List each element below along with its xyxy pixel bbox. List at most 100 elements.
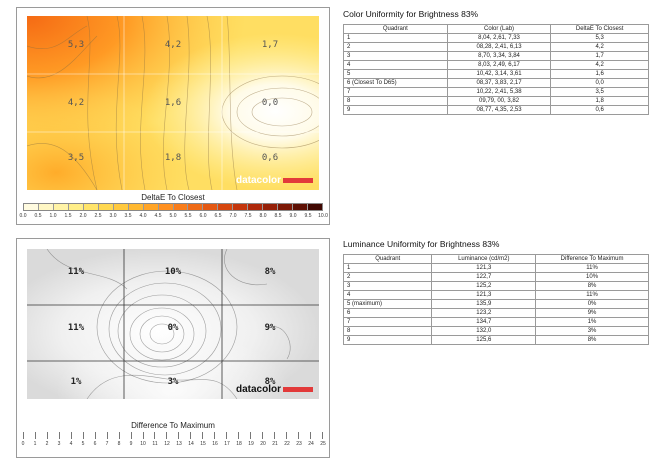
scale-tick-mark <box>166 432 168 439</box>
table-cell: 5 (maximum) <box>342 299 433 309</box>
scale-tick-mark <box>178 432 180 439</box>
table-cell: 8,03, 2,49, 6,17 <box>446 60 552 70</box>
logo-text: datacolor <box>235 175 281 186</box>
table-cell: 08,37, 3,83, 2,17 <box>446 78 552 88</box>
scale-tick-mark <box>190 432 192 439</box>
scale-tick-mark <box>274 432 276 439</box>
table-cell: 4 <box>342 290 433 300</box>
table-row: 9 08,77, 4,35, 2,53 0,6 <box>343 105 649 115</box>
scale-swatch <box>113 204 129 210</box>
scale-swatch <box>158 204 174 210</box>
color-uniformity-title: Color Uniformity for Brightness 83% <box>343 9 479 19</box>
scale-swatch <box>143 204 159 210</box>
datacolor-logo: datacolor <box>236 384 313 395</box>
col-difference: Difference To Maximum <box>535 254 649 264</box>
scale-swatch <box>173 204 189 210</box>
color-uniformity-panel: 5,3 4,2 1,7 4,2 1,6 0,0 3,5 1,8 0,6 data… <box>16 7 330 225</box>
scale-swatch <box>248 204 264 210</box>
scale-swatch <box>83 204 99 210</box>
difference-scale: 0 1 2 3 4 5 6 7 8 9 10 11 12 13 14 15 16 17 18 19 20 21 22 23 24… <box>21 432 326 447</box>
deltae-ticks: 0.0 0.5 1.0 1.5 2.0 2.5 3.0 3.5 4.0 4.5 5.0 5.5 6.0 6… <box>19 213 328 219</box>
scale-swatch <box>278 204 294 210</box>
lum-quadrant-6-label: 9% <box>264 323 276 333</box>
quadrant-9-label: 0,6 <box>261 153 279 163</box>
scale-swatch <box>53 204 69 210</box>
quadrant-7-label: 3,5 <box>67 153 85 163</box>
table-cell: 5 <box>343 69 448 79</box>
table-row: 3 125,2 8% <box>342 281 649 291</box>
difference-ticks: 0 1 2 3 4 5 6 7 8 9 10 11 12 13 14 15 16 17 18 19 20 21 22 23 24… <box>21 441 326 447</box>
table-cell: 7 <box>342 317 433 327</box>
scale-tick-mark <box>214 432 216 439</box>
table-cell: 0,0 <box>550 78 649 88</box>
table-cell: 123,2 <box>431 308 537 318</box>
table-cell: 10,22, 2,41, 5,38 <box>446 87 552 97</box>
table-row: 8 132,0 3% <box>342 326 649 336</box>
table-cell: 8,70, 3,34, 3,84 <box>446 51 552 61</box>
table-cell: 1,6 <box>550 69 649 79</box>
table-row: 5 10,42, 3,14, 3,61 1,6 <box>343 69 649 79</box>
table-cell: 0,6 <box>550 105 649 115</box>
scale-tick-mark <box>34 432 36 439</box>
table-row: 8 09,79, 00, 3,82 1,8 <box>343 96 649 106</box>
table-cell: 0% <box>535 299 649 309</box>
scale-tick-mark <box>82 432 84 439</box>
quadrant-3-label: 1,7 <box>261 40 279 50</box>
table-cell: 4,2 <box>550 60 649 70</box>
luminance-uniformity-table: Quadrant Luminance (cd/m2) Difference To… <box>342 254 649 345</box>
lum-quadrant-4-label: 11% <box>67 323 85 333</box>
table-row: 9 125,6 8% <box>342 335 649 345</box>
table-cell: 125,2 <box>431 281 537 291</box>
table-cell: 8 <box>342 326 433 336</box>
deltae-swatches <box>23 203 323 211</box>
scale-swatch <box>218 204 234 210</box>
col-deltae: DeltaE To Closest <box>550 24 649 34</box>
table-cell: 09,79, 00, 3,82 <box>446 96 552 106</box>
table-cell: 1,7 <box>550 51 649 61</box>
col-color-lab: Color (Lab) <box>446 24 552 34</box>
table-cell: 11% <box>535 263 649 273</box>
lum-quadrant-1-label: 11% <box>67 267 85 277</box>
scale-swatch <box>38 204 54 210</box>
scale-tick-mark <box>70 432 72 439</box>
col-luminance: Luminance (cd/m2) <box>431 254 537 264</box>
table-cell: 2 <box>343 42 448 52</box>
table-cell: 132,0 <box>431 326 537 336</box>
scale-tick-mark <box>94 432 96 439</box>
quadrant-4-label: 4,2 <box>67 98 85 108</box>
lum-quadrant-9-label: 8% <box>264 377 276 387</box>
table-cell: 9% <box>535 308 649 318</box>
table-row: 6 123,2 9% <box>342 308 649 318</box>
table-cell: 1,8 <box>550 96 649 106</box>
scale-tick-mark <box>130 432 132 439</box>
scale-tick-mark <box>106 432 108 439</box>
scale-swatch <box>24 204 39 210</box>
quadrant-6-label: 0,0 <box>261 98 279 108</box>
luminance-uniformity-panel: 11% 10% 8% 11% 0% 9% 1% 3% 8% datacolor … <box>16 238 330 458</box>
table-cell: 7 <box>343 87 448 97</box>
quadrant-5-label: 1,6 <box>164 98 182 108</box>
luminance-uniformity-title: Luminance Uniformity for Brightness 83% <box>343 239 500 249</box>
table-cell: 3,5 <box>550 87 649 97</box>
table-cell: 8% <box>535 281 649 291</box>
table-cell: 4 <box>343 60 448 70</box>
table-row: 7 10,22, 2,41, 5,38 3,5 <box>343 87 649 97</box>
scale-tick-mark <box>118 432 120 439</box>
table-cell: 3 <box>343 51 448 61</box>
table-row: 2 08,28, 2,41, 6,13 4,2 <box>343 42 649 52</box>
table-cell: 8 <box>343 96 448 106</box>
luminance-heatmap <box>27 249 319 399</box>
scale-tick-mark <box>226 432 228 439</box>
table-cell: 10% <box>535 272 649 282</box>
lum-quadrant-2-label: 10% <box>164 267 182 277</box>
table-row: 6 (Closest To D65) 08,37, 3,83, 2,17 0,0 <box>343 78 649 88</box>
scale-swatch <box>233 204 249 210</box>
table-cell: 3 <box>342 281 433 291</box>
table-cell: 125,6 <box>431 335 537 345</box>
scale-swatch <box>203 204 219 210</box>
table-cell: 2 <box>342 272 433 282</box>
scale-tick-mark <box>238 432 240 439</box>
difference-scale-title: Difference To Maximum <box>131 421 215 430</box>
table-cell: 6 (Closest To D65) <box>343 78 448 88</box>
table-cell: 3% <box>535 326 649 336</box>
